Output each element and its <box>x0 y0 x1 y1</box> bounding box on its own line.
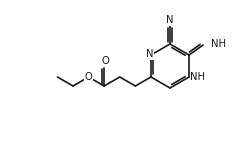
Text: O: O <box>85 72 92 82</box>
Text: NH: NH <box>211 39 226 49</box>
Text: O: O <box>101 56 109 66</box>
Text: N: N <box>146 49 154 59</box>
Text: N: N <box>166 15 174 25</box>
Text: NH: NH <box>190 72 205 82</box>
